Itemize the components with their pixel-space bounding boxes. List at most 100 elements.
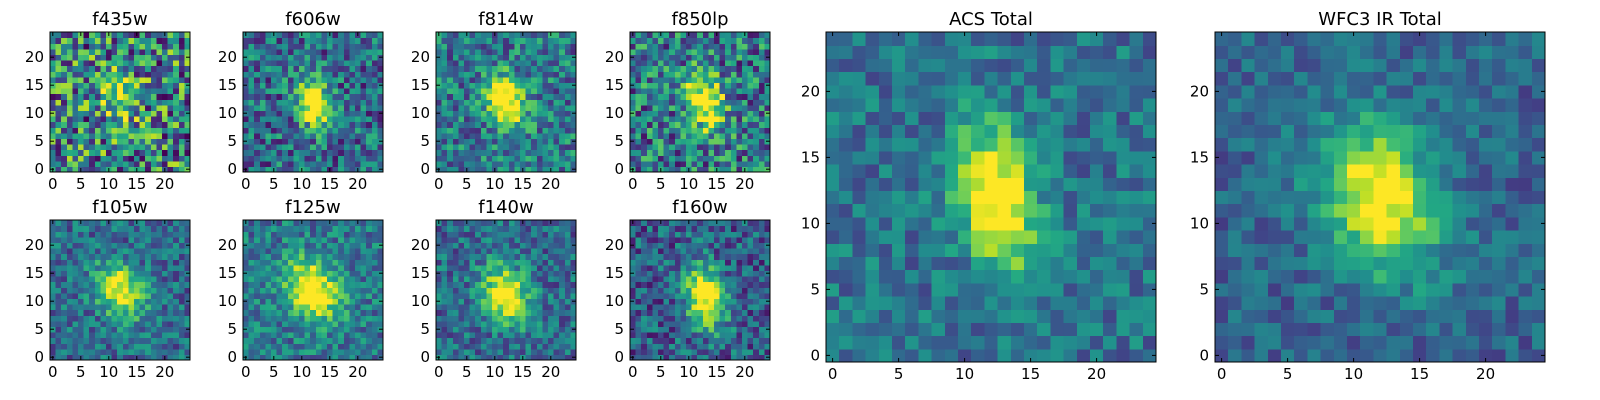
heatmap-cell <box>355 116 362 123</box>
heatmap-cell <box>338 343 345 350</box>
heatmap-cell <box>674 166 681 173</box>
heatmap-cell <box>117 332 124 339</box>
heatmap-cell <box>321 60 328 67</box>
heatmap-cell <box>520 276 527 283</box>
heatmap-cell <box>184 320 191 327</box>
heatmap-cell <box>94 99 101 106</box>
heatmap-cell <box>480 298 487 305</box>
heatmap-cell <box>156 309 163 316</box>
heatmap-cell <box>167 315 174 322</box>
y-tick-label: 20 <box>411 236 430 254</box>
heatmap-cell <box>117 264 124 271</box>
heatmap-cell <box>480 264 487 271</box>
heatmap-cell <box>173 60 180 67</box>
heatmap-cell <box>730 292 737 299</box>
heatmap-cell <box>536 43 543 50</box>
heatmap-cell <box>702 160 709 167</box>
heatmap-cell <box>248 160 255 167</box>
heatmap-cell <box>299 99 306 106</box>
heatmap-cell <box>747 110 754 117</box>
heatmap-cell <box>531 298 538 305</box>
heatmap-cell <box>497 138 504 145</box>
y-tick-label: 10 <box>218 292 237 310</box>
heatmap-cell <box>106 320 113 327</box>
heatmap-cell <box>315 104 322 111</box>
heatmap-cell <box>441 71 448 78</box>
heatmap-cell <box>508 348 515 355</box>
heatmap-cell <box>525 231 532 238</box>
heatmap-cell <box>178 298 185 305</box>
heatmap-cell <box>492 253 499 260</box>
heatmap-cell <box>708 88 715 95</box>
heatmap-cell <box>486 259 493 266</box>
heatmap-cell <box>304 132 311 139</box>
heatmap-cell <box>520 110 527 117</box>
heatmap-cell <box>630 332 637 339</box>
heatmap-cell <box>248 270 255 277</box>
heatmap-cell <box>708 132 715 139</box>
heatmap-cell <box>122 304 129 311</box>
heatmap-cell <box>287 281 294 288</box>
heatmap-cell <box>436 348 443 355</box>
heatmap-cell <box>178 104 185 111</box>
heatmap-cell <box>719 48 726 55</box>
heatmap-cell <box>730 82 737 89</box>
heatmap-cell <box>282 236 289 243</box>
heatmap-cell <box>134 93 141 100</box>
heatmap-cell <box>658 60 665 67</box>
heatmap-cell <box>265 337 272 344</box>
heatmap-cell <box>570 332 577 339</box>
heatmap-cell <box>377 132 384 139</box>
heatmap-cell <box>162 231 169 238</box>
heatmap-cell <box>78 236 85 243</box>
heatmap-cell <box>162 76 169 83</box>
heatmap-cell <box>287 138 294 145</box>
heatmap-cell <box>349 304 356 311</box>
heatmap-cell <box>663 166 670 173</box>
heatmap-cell <box>72 354 79 361</box>
heatmap-cell <box>355 320 362 327</box>
heatmap-cell <box>646 276 653 283</box>
heatmap-cell <box>66 116 73 123</box>
heatmap-cell <box>360 292 367 299</box>
heatmap-cell <box>736 88 743 95</box>
heatmap-cell <box>106 326 113 333</box>
heatmap-cell <box>173 104 180 111</box>
heatmap-cell <box>106 71 113 78</box>
heatmap-cell <box>730 93 737 100</box>
heatmap-cell <box>72 236 79 243</box>
heatmap-cell <box>514 292 521 299</box>
heatmap-cell <box>725 326 732 333</box>
heatmap-cell <box>536 337 543 344</box>
heatmap-cell <box>559 82 566 89</box>
x-tick-label: 0 <box>434 363 444 381</box>
heatmap-cell <box>106 332 113 339</box>
heatmap-cell <box>441 60 448 67</box>
heatmap-cell <box>646 54 653 61</box>
heatmap-cell <box>89 149 96 156</box>
heatmap-cell <box>503 220 510 227</box>
heatmap-cell <box>447 144 454 151</box>
heatmap-cell <box>508 88 515 95</box>
heatmap-cell <box>167 309 174 316</box>
heatmap-cell <box>145 110 152 117</box>
heatmap-cell <box>725 76 732 83</box>
heatmap-cell <box>178 88 185 95</box>
heatmap-cell <box>635 354 642 361</box>
heatmap-cell <box>117 82 124 89</box>
heatmap-cell <box>259 264 266 271</box>
heatmap-cell <box>117 309 124 316</box>
heatmap-cell <box>94 225 101 232</box>
heatmap-cell <box>55 71 62 78</box>
heatmap-cell <box>480 121 487 128</box>
heatmap-cell <box>89 343 96 350</box>
heatmap-cell <box>764 144 771 151</box>
heatmap-cell <box>287 76 294 83</box>
heatmap-cell <box>736 37 743 44</box>
heatmap-cell <box>355 127 362 134</box>
heatmap-cell <box>173 110 180 117</box>
heatmap-cell <box>452 354 459 361</box>
heatmap-cell <box>117 155 124 162</box>
heatmap-cell <box>315 231 322 238</box>
heatmap-cell <box>349 71 356 78</box>
